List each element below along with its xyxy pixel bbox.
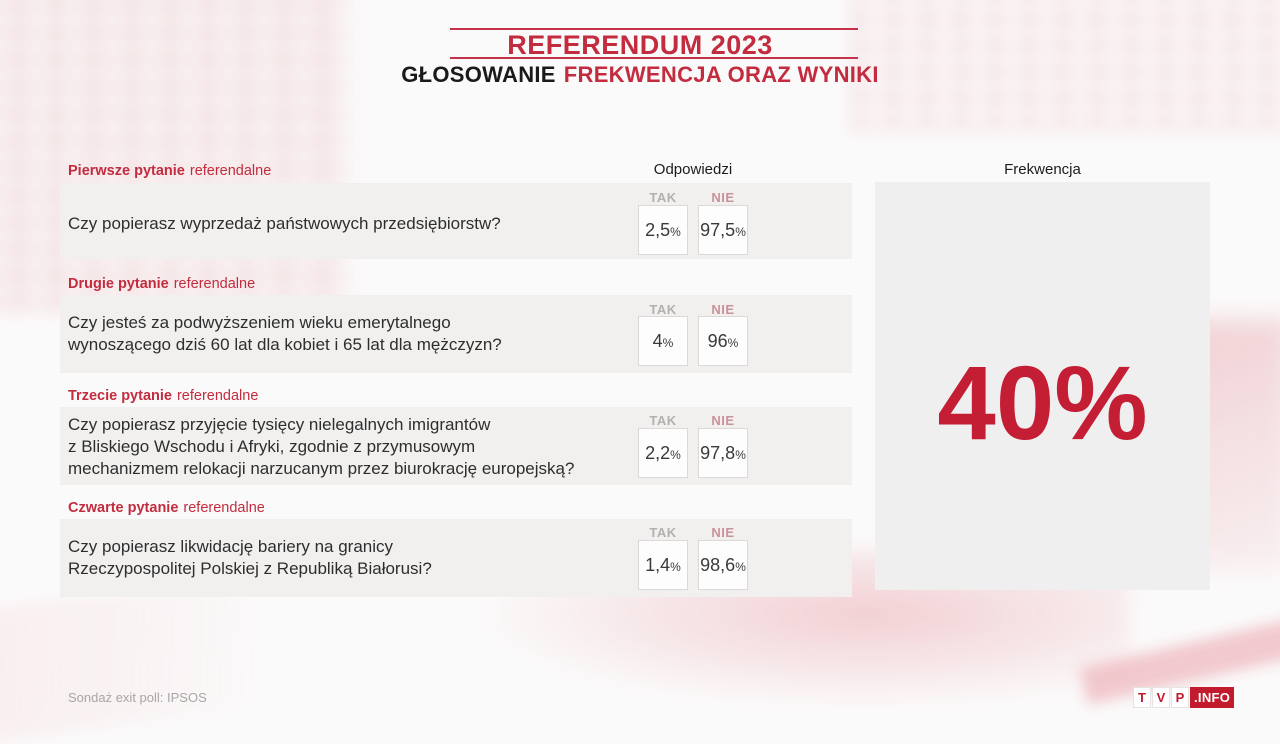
question-1-yes-value-box: 2,5% [638, 205, 688, 255]
question-3-no-label: NIE [711, 413, 735, 428]
question-1-no-label: NIE [711, 190, 735, 205]
question-4-no-label: NIE [711, 525, 735, 540]
question-2-no-value: 96 [707, 330, 728, 351]
question-4-text: Czy popierasz likwidację bariery na gran… [68, 537, 432, 578]
question-1-yes-value: 2,5 [645, 219, 671, 240]
page-title: REFERENDUM 2023 [507, 30, 773, 60]
question-1-no-value: 97,5 [700, 219, 736, 240]
percent-sign: % [662, 336, 674, 350]
turnout-panel: 40% [875, 182, 1210, 590]
question-1-label-bold: Pierwsze pytanie [68, 163, 185, 179]
question-2-label: Drugie pytanie referendalne [68, 276, 255, 292]
percent-sign: % [670, 448, 681, 462]
percent-sign: % [670, 225, 681, 239]
question-3-yes-value-box: 2,2% [638, 428, 688, 478]
turnout-column-header: Frekwencja [1004, 161, 1081, 178]
percent-sign: % [727, 336, 739, 350]
question-3-label: Trzecie pytanie referendalne [68, 388, 258, 404]
turnout-value: 40% [937, 344, 1148, 462]
question-2-label-rest: referendalne [173, 276, 256, 292]
logo-info-badge: .INFO [1190, 687, 1235, 708]
question-3-no-value: 97,8 [700, 442, 736, 463]
question-3-text: Czy popierasz przyjęcie tysięcy nielegal… [68, 415, 575, 478]
header-rule-top [450, 28, 858, 30]
question-2-yes-label: TAK [649, 302, 677, 317]
subtitle-part-frekwencja: FREKWENCJA ORAZ WYNIKI [563, 62, 879, 87]
question-2-no-value-box: 96% [698, 316, 748, 366]
question-3-no-value-box: 97,8% [698, 428, 748, 478]
percent-sign: % [735, 448, 746, 462]
question-4-yes-label: TAK [649, 525, 677, 540]
question-1-label-rest: referendalne [189, 163, 272, 179]
tvp-info-logo: T V P .INFO [1133, 687, 1235, 708]
header-rule-bottom [450, 57, 858, 59]
question-4-no-value-box: 98,6% [698, 540, 748, 590]
page-subtitle: GŁOSOWANIE FREKWENCJA ORAZ WYNIKI [0, 62, 1280, 88]
question-4-label: Czwarte pytanie referendalne [68, 500, 265, 516]
percent-sign: % [735, 560, 746, 574]
question-3-yes-label: TAK [649, 413, 677, 428]
subtitle-part-glosowanie: GŁOSOWANIE [401, 62, 556, 87]
question-4-yes-value: 1,4 [645, 554, 671, 575]
source-attribution: Sondaż exit poll: IPSOS [68, 690, 207, 705]
answers-column-header: Odpowiedzi [653, 161, 733, 178]
question-2-label-bold: Drugie pytanie [68, 276, 169, 292]
question-1-yes-label: TAK [649, 190, 677, 205]
question-1-label: Pierwsze pytanie referendalne [68, 163, 271, 179]
question-1-text: Czy popierasz wyprzedaż państwowych prze… [68, 214, 501, 233]
percent-sign: % [670, 560, 681, 574]
question-3-label-bold: Trzecie pytanie [68, 388, 172, 404]
question-4-label-bold: Czwarte pytanie [68, 500, 179, 516]
question-4-label-rest: referendalne [183, 500, 265, 516]
logo-letter-v: V [1152, 687, 1170, 708]
question-4-yes-value-box: 1,4% [638, 540, 688, 590]
background-texture-bottomleft [0, 575, 277, 744]
question-3-yes-value: 2,2 [645, 442, 671, 463]
question-1-no-value-box: 97,5% [698, 205, 748, 255]
percent-sign: % [735, 225, 746, 239]
logo-letter-p: P [1171, 687, 1189, 708]
question-4-no-value: 98,6 [700, 554, 736, 575]
question-2-yes-value: 4 [652, 330, 663, 351]
question-3-label-rest: referendalne [176, 388, 259, 404]
logo-letter-t: T [1133, 687, 1151, 708]
question-2-yes-value-box: 4% [638, 316, 688, 366]
question-2-no-label: NIE [711, 302, 735, 317]
question-2-text: Czy jesteś za podwyższeniem wieku emeryt… [68, 313, 502, 354]
